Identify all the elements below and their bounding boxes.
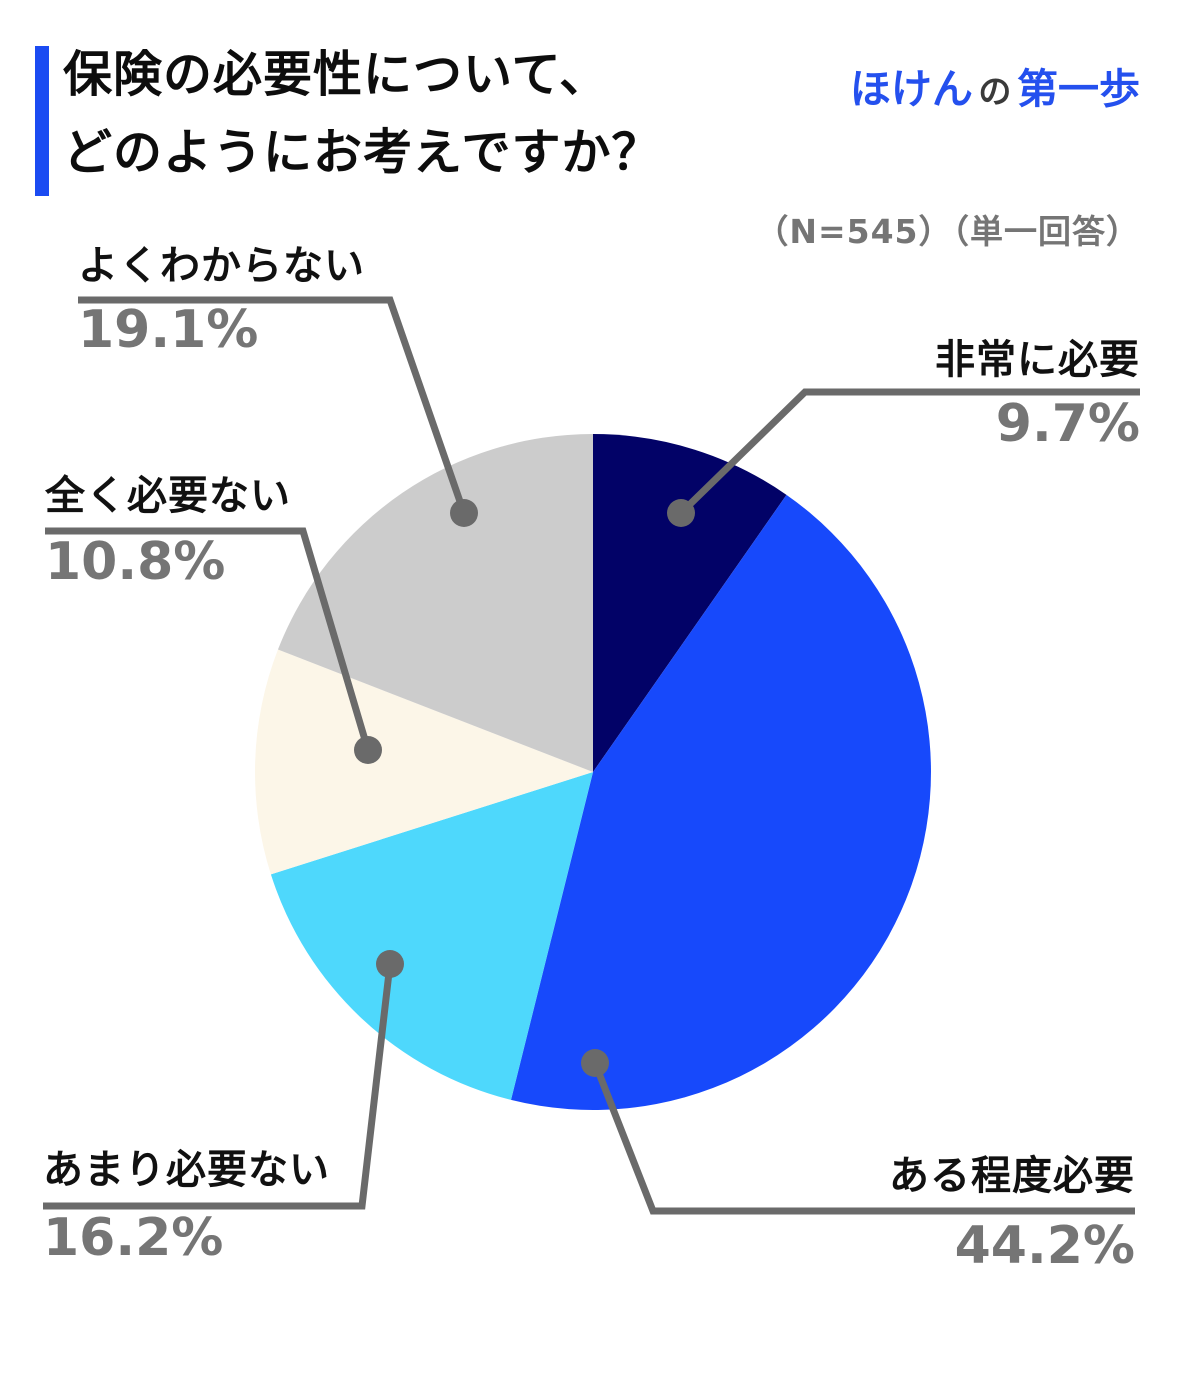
pie-slice-0 xyxy=(593,434,787,772)
leader-line-4 xyxy=(78,296,468,515)
leader-line-2 xyxy=(43,963,394,1210)
segment-label: あまり必要ない xyxy=(43,1147,330,1193)
page-title-line1: 保険の必要性について、 xyxy=(63,46,610,103)
callout-somewhat-necessary: ある程度必要 44.2% xyxy=(889,1152,1135,1274)
callout-not-at-all-necessary: 全く必要ない 10.8% xyxy=(45,472,291,590)
segment-percent: 9.7% xyxy=(995,394,1140,454)
leader-line-1 xyxy=(591,1061,1135,1215)
brand-logo-hoken: ほけん xyxy=(849,65,973,113)
segment-percent: 16.2% xyxy=(43,1208,224,1268)
sample-size-note: （N=545）（単一回答） xyxy=(755,212,1140,251)
callout-not-very-necessary: あまり必要ない 16.2% xyxy=(43,1146,330,1266)
segment-label: ある程度必要 xyxy=(889,1153,1135,1199)
pie-slice-2 xyxy=(270,772,593,1100)
segment-label: よくわからない xyxy=(78,243,365,289)
leader-line-0 xyxy=(678,388,1140,516)
callout-very-necessary: 非常に必要 9.7% xyxy=(935,336,1140,452)
title-accent-bar xyxy=(35,46,49,196)
leader-dot-1 xyxy=(581,1049,609,1077)
leader-dot-0 xyxy=(667,499,695,527)
leader-dot-3 xyxy=(354,736,382,764)
pie-slice-4 xyxy=(277,434,593,772)
leader-line-3 xyxy=(45,527,372,751)
callout-dont-know: よくわからない 19.1% xyxy=(78,242,365,358)
leader-dot-2 xyxy=(376,950,404,978)
segment-label: 全く必要ない xyxy=(45,473,291,519)
brand-logo-daiippo: 第一歩 xyxy=(1017,65,1140,113)
brand-logo: ほけん の 第一歩 xyxy=(850,55,1140,115)
segment-percent: 10.8% xyxy=(45,532,226,592)
pie-slice-3 xyxy=(254,649,594,875)
page-title: 保険の必要性について、 どのようにお考えですか？ xyxy=(63,36,662,192)
leader-dot-4 xyxy=(450,499,478,527)
page-title-line2: どのようにお考えですか？ xyxy=(63,124,662,181)
pie-slice-1 xyxy=(511,494,931,1110)
segment-percent: 44.2% xyxy=(954,1216,1135,1276)
segment-percent: 19.1% xyxy=(78,300,259,360)
segment-label: 非常に必要 xyxy=(935,337,1140,383)
brand-logo-no: の xyxy=(978,72,1012,111)
